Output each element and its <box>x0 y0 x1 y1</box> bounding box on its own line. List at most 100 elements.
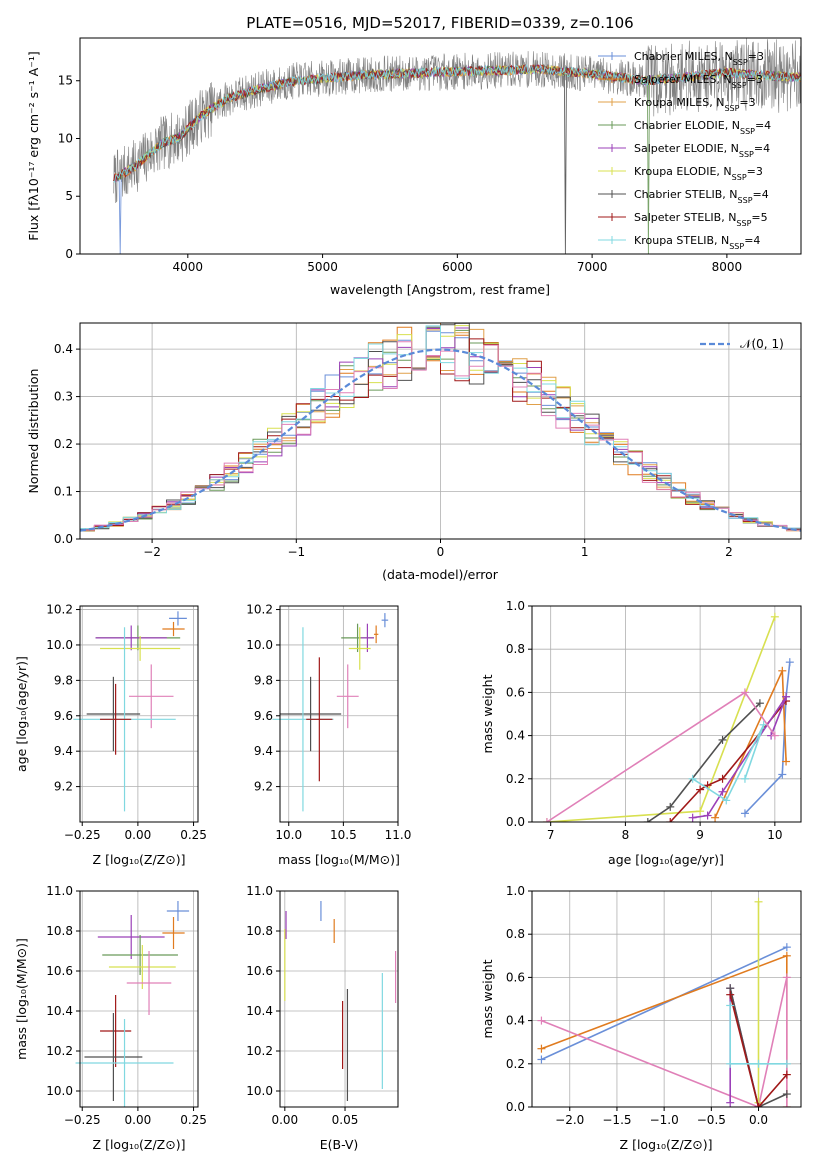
weight-series <box>744 662 791 814</box>
y-tick-label: 9.8 <box>54 673 73 687</box>
x-tick-label: 1 <box>581 545 589 559</box>
x-tick-label: 0.25 <box>180 828 207 842</box>
x-tick-label: −1.0 <box>650 1113 679 1127</box>
x-tick-label: 10.5 <box>330 828 357 842</box>
weight-series <box>541 977 788 1107</box>
residual-histogram <box>80 341 801 533</box>
y-tick-label: 9.6 <box>254 709 273 723</box>
x-tick-label: 10.0 <box>275 828 302 842</box>
x-tick-label: −2 <box>143 545 161 559</box>
observed-spectrum <box>113 38 801 204</box>
y-tick-label: 0.8 <box>506 642 525 656</box>
x-tick-label: 8 <box>622 828 630 842</box>
x-tick-label: −2.0 <box>555 1113 584 1127</box>
legend-label: Chabrier ELODIE, NSSP=4 <box>634 119 771 136</box>
y-tick-label: 10 <box>58 131 73 145</box>
y-tick-label: 0.0 <box>506 815 525 829</box>
x-tick-label: −0.25 <box>64 828 101 842</box>
legend-label: Salpeter MILES, NSSP=3 <box>634 73 763 90</box>
y-tick-label: 10.2 <box>246 1044 273 1058</box>
histogram-ylabel: Normed distribution <box>26 369 41 494</box>
y-tick-label: 10.8 <box>246 924 273 938</box>
y-tick-label: 1.0 <box>506 884 525 898</box>
legend-label: Salpeter STELIB, NSSP=5 <box>634 211 768 228</box>
y-tick-label: 0.4 <box>506 729 525 743</box>
y-tick-label: 0 <box>65 247 73 261</box>
weight-age-ylabel: mass weight <box>480 674 495 753</box>
y-tick-label: 10.8 <box>46 924 73 938</box>
model-spectrum-k-stelib <box>113 63 801 184</box>
y-tick-label: 0.2 <box>54 437 73 451</box>
weight-age-xlabel: age [log₁₀(age/yr)] <box>608 852 724 867</box>
x-tick-label: −0.25 <box>64 1113 101 1127</box>
y-tick-label: 0.4 <box>506 1014 525 1028</box>
y-tick-label: 9.6 <box>54 709 73 723</box>
y-tick-label: 11.0 <box>246 884 273 898</box>
y-tick-label: 0.8 <box>506 927 525 941</box>
mass-z-ylabel: mass [log₁₀(M/M⊙)] <box>14 938 29 1060</box>
gaussian-curve <box>80 348 801 532</box>
legend-label: Salpeter ELODIE, NSSP=4 <box>634 142 770 159</box>
y-tick-label: 10.0 <box>246 638 273 652</box>
y-tick-label: 9.2 <box>254 780 273 794</box>
legend-label: Chabrier STELIB, NSSP=4 <box>634 188 769 205</box>
spectrum-xlabel: wavelength [Angstrom, rest frame] <box>330 282 550 297</box>
y-tick-label: 5 <box>65 189 73 203</box>
y-tick-label: 0.0 <box>506 1100 525 1114</box>
y-tick-label: 10.2 <box>246 603 273 617</box>
spectrum-panel: 4000 5000 6000 7000 8000 0 5 10 15 Chabrier MILE… <box>26 37 802 297</box>
mass-vs-ebv-panel: 0.00 0.05 10.0 10.2 10.4 10.6 10.8 11.0 E(B-V) <box>246 884 399 1152</box>
age-vs-mass-panel: 10.0 10.5 11.0 9.2 9.4 9.6 9.8 10.0 10.2 mass [l… <box>246 603 411 867</box>
y-tick-label: 10.2 <box>46 603 73 617</box>
y-tick-label: 11.0 <box>46 884 73 898</box>
weight-series <box>541 946 788 1061</box>
x-tick-label: 0.00 <box>271 1113 298 1127</box>
legend-label: Kroupa MILES, NSSP=3 <box>634 96 756 113</box>
y-tick-label: 10.0 <box>246 1084 273 1098</box>
x-tick-label: 8000 <box>712 260 743 274</box>
y-tick-label: 10.2 <box>46 1044 73 1058</box>
age-z-xlabel: Z [log₁₀(Z/Z⊙)] <box>93 852 186 867</box>
weight-series <box>692 724 765 802</box>
histogram-xlabel: (data-model)/error <box>382 567 499 582</box>
weight-z-ylabel: mass weight <box>480 959 495 1038</box>
weight-series <box>729 994 788 1107</box>
y-tick-label: 10.0 <box>46 638 73 652</box>
y-tick-label: 10.6 <box>46 964 73 978</box>
y-tick-label: 0.4 <box>54 342 73 356</box>
y-tick-label: 9.2 <box>54 780 73 794</box>
y-tick-label: 0.3 <box>54 390 73 404</box>
histogram-panel: −2 −1 0 1 2 0.0 0.1 0.2 0.3 0.4 𝒩(0, 1) (data-mod… <box>26 322 802 582</box>
y-tick-label: 10.4 <box>46 1004 73 1018</box>
y-tick-label: 0.0 <box>54 532 73 546</box>
y-tick-label: 0.6 <box>506 970 525 984</box>
mass-z-xlabel: Z [log₁₀(Z/Z⊙)] <box>93 1137 186 1152</box>
x-tick-label: 2 <box>725 545 733 559</box>
x-tick-label: 7 <box>547 828 555 842</box>
spectrum-ylabel: Flux [fλ10⁻¹⁷ erg cm⁻² s⁻¹ A⁻¹] <box>26 51 41 240</box>
x-tick-label: 7000 <box>577 260 608 274</box>
age-mass-xlabel: mass [log₁₀(M/M⊙)] <box>278 852 400 867</box>
y-tick-label: 9.4 <box>54 744 73 758</box>
y-tick-label: 10.4 <box>246 1004 273 1018</box>
legend-label: Kroupa STELIB, NSSP=4 <box>634 234 760 251</box>
weight-series <box>729 1005 787 1065</box>
x-tick-label: −1 <box>287 545 305 559</box>
y-tick-label: 0.2 <box>506 1057 525 1071</box>
legend-label: Kroupa ELODIE, NSSP=3 <box>634 165 763 182</box>
y-tick-label: 10.6 <box>246 964 273 978</box>
y-tick-label: 10.0 <box>46 1084 73 1098</box>
y-tick-label: 1.0 <box>506 599 525 613</box>
y-tick-label: 9.8 <box>254 673 273 687</box>
weight-z-xlabel: Z [log₁₀(Z/Z⊙)] <box>620 1137 713 1152</box>
age-vs-z-panel: −0.25 0.00 0.25 9.2 9.4 9.6 9.8 10.0 10.2 Z [log… <box>14 603 207 867</box>
y-tick-label: 15 <box>58 74 73 88</box>
x-tick-label: 0.0 <box>749 1113 768 1127</box>
x-tick-label: 4000 <box>173 260 204 274</box>
legend-label: Chabrier MILES, NSSP=3 <box>634 50 764 67</box>
x-tick-label: 0.05 <box>332 1113 359 1127</box>
x-tick-label: −0.5 <box>697 1113 726 1127</box>
x-tick-label: 0 <box>437 545 445 559</box>
x-tick-label: 9 <box>696 828 704 842</box>
